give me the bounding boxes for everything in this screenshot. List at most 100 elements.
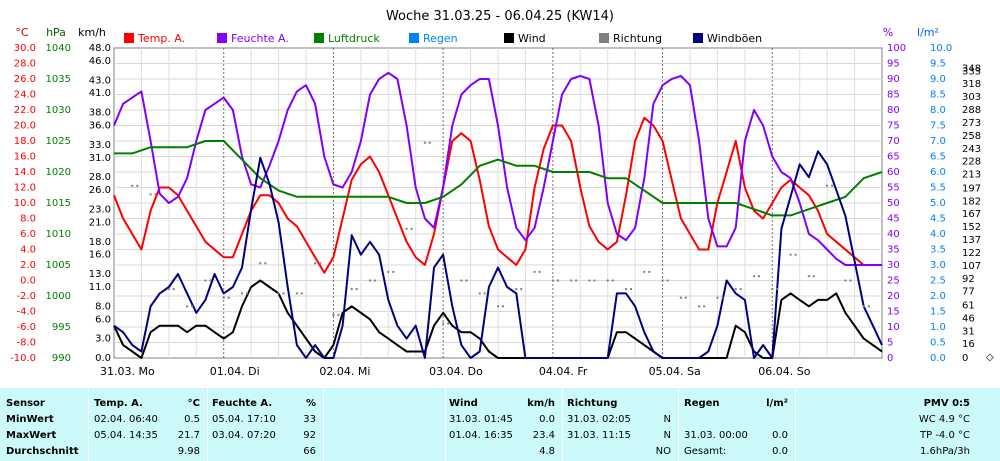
direction-point xyxy=(538,270,541,273)
stats-hum-max-time: 03.04. 07:20 xyxy=(212,430,276,441)
direction-point xyxy=(630,288,632,291)
rain-axis-tick: 5.0 xyxy=(930,198,946,209)
humidity-axis-tick: 5 xyxy=(887,338,893,349)
temp-axis-tick: 12.0 xyxy=(14,183,36,194)
humidity-axis-tick: 10 xyxy=(887,322,900,333)
wind-axis-tick: 21.0 xyxy=(89,217,111,228)
stats-divider xyxy=(562,388,563,461)
direction-axis-tick: 137 xyxy=(962,235,981,246)
stats-rain-total-value: 0.0 xyxy=(772,446,788,457)
wind-axis-tick: 33.0 xyxy=(89,140,111,151)
stats-rain-unit: l/m² xyxy=(766,398,788,409)
humidity-unit-label: % xyxy=(883,26,893,39)
stats-temp-avg-value: 9.98 xyxy=(177,446,200,457)
rain-axis-tick: 3.0 xyxy=(930,260,946,271)
legend-swatch xyxy=(409,33,419,43)
wind-axis-tick: 18.0 xyxy=(89,237,111,248)
direction-axis-tick: 46 xyxy=(962,313,975,324)
wind-axis-tick: 8.0 xyxy=(95,301,111,312)
temp-axis-tick: -6.0 xyxy=(16,322,36,333)
temp-axis-tick: 0.0 xyxy=(20,276,36,287)
rain-axis-tick: 1.5 xyxy=(930,307,946,318)
direction-axis-tick: 303 xyxy=(962,92,981,103)
humidity-axis-tick: 100 xyxy=(887,43,906,54)
direction-point xyxy=(374,279,376,282)
wind-axis-tick: 36.0 xyxy=(89,121,111,132)
rain-axis-tick: 0.5 xyxy=(930,338,946,349)
direction-point xyxy=(776,288,779,291)
stats-divider xyxy=(678,388,679,461)
humidity-axis-tick: 65 xyxy=(887,152,900,163)
legend-label: Regen xyxy=(423,32,458,45)
direction-point xyxy=(167,288,170,291)
legend-swatch xyxy=(314,33,324,43)
direction-point xyxy=(570,279,573,282)
stats-pmv-trend: 1.6hPa/3h xyxy=(919,446,970,457)
day-label: 03.04. Do xyxy=(429,365,483,378)
direction-point xyxy=(520,288,523,291)
stats-hum-min-value: 33 xyxy=(303,414,316,425)
wind-axis-tick: 23.0 xyxy=(89,204,111,215)
wind-axis-tick: 3.0 xyxy=(95,334,111,345)
humidity-axis-tick: 35 xyxy=(887,245,900,256)
direction-point xyxy=(753,275,755,278)
legend-label: Wind xyxy=(518,32,546,45)
temp-axis-tick: 6.0 xyxy=(20,229,36,240)
rain-axis-tick: 0.0 xyxy=(930,353,946,364)
legend-swatch xyxy=(217,33,227,43)
direction-axis-tick: 152 xyxy=(962,222,981,233)
direction-point xyxy=(867,305,870,308)
direction-point xyxy=(282,292,285,295)
humidity-axis-tick: 75 xyxy=(887,121,900,132)
chart-title: Woche 31.03.25 - 06.04.25 (KW14) xyxy=(386,9,614,24)
stats-temp-max-value: 21.7 xyxy=(177,430,200,441)
direction-point xyxy=(478,292,481,295)
temp-axis-tick: 30.0 xyxy=(14,43,36,54)
wind-axis-tick: 43.0 xyxy=(89,75,111,86)
wind-axis-tick: 46.0 xyxy=(89,56,111,67)
day-label: 04.04. Fr xyxy=(539,365,588,378)
stats-dir-min-value: N xyxy=(663,414,671,425)
direction-point xyxy=(227,296,230,299)
direction-point xyxy=(332,313,335,316)
rain-axis-tick: 10.0 xyxy=(930,43,952,54)
humidity-axis-tick: 55 xyxy=(887,183,900,194)
direction-point xyxy=(136,184,139,187)
direction-axis-tick: 167 xyxy=(962,209,981,220)
stats-temp-head: Temp. A. xyxy=(94,398,143,409)
direction-point xyxy=(826,184,829,187)
humidity-axis-tick: 50 xyxy=(887,198,900,209)
direction-axis-tick: 107 xyxy=(962,261,981,272)
legend-swatch xyxy=(693,33,703,43)
wind-axis-tick: 16.0 xyxy=(89,250,111,261)
humidity-axis-tick: 85 xyxy=(887,90,900,101)
direction-point xyxy=(264,262,267,265)
direction-point xyxy=(209,279,212,282)
direction-point xyxy=(447,322,450,325)
temp-axis-tick: 24.0 xyxy=(14,90,36,101)
stats-rain-head: Regen xyxy=(684,398,720,409)
direction-point xyxy=(149,193,152,196)
stats-divider xyxy=(207,388,208,461)
legend-label: Richtung xyxy=(613,32,662,45)
wind-axis-tick: 48.0 xyxy=(89,43,111,54)
direction-point xyxy=(428,141,431,144)
humidity-axis-tick: 30 xyxy=(887,260,900,271)
weather-chart: Woche 31.03.25 - 06.04.25 (KW14) °C hPa km/… xyxy=(10,9,994,378)
direction-axis-tick: 16 xyxy=(962,339,975,350)
humidity-axis-tick: 15 xyxy=(887,307,900,318)
wind-axis-tick: 26.0 xyxy=(89,185,111,196)
direction-point xyxy=(497,305,499,308)
temp-axis-tick: -10.0 xyxy=(10,353,36,364)
stats-wind-unit: km/h xyxy=(527,398,555,409)
stats-wind-avg-value: 4.8 xyxy=(539,446,555,457)
direction-axis-tick: 228 xyxy=(962,157,981,168)
direction-point xyxy=(794,253,797,256)
rain-unit-label: l/m² xyxy=(917,26,939,39)
pressure-axis-tick: 990 xyxy=(52,353,71,364)
gust-line xyxy=(113,150,883,359)
day-label: 05.04. Sa xyxy=(649,365,701,378)
rain-axis-tick: 8.5 xyxy=(930,90,946,101)
direction-axis-tick: 122 xyxy=(962,248,981,259)
stats-panel: Sensor MinWert MaxWert Durchschnitt Temp… xyxy=(0,388,1000,461)
